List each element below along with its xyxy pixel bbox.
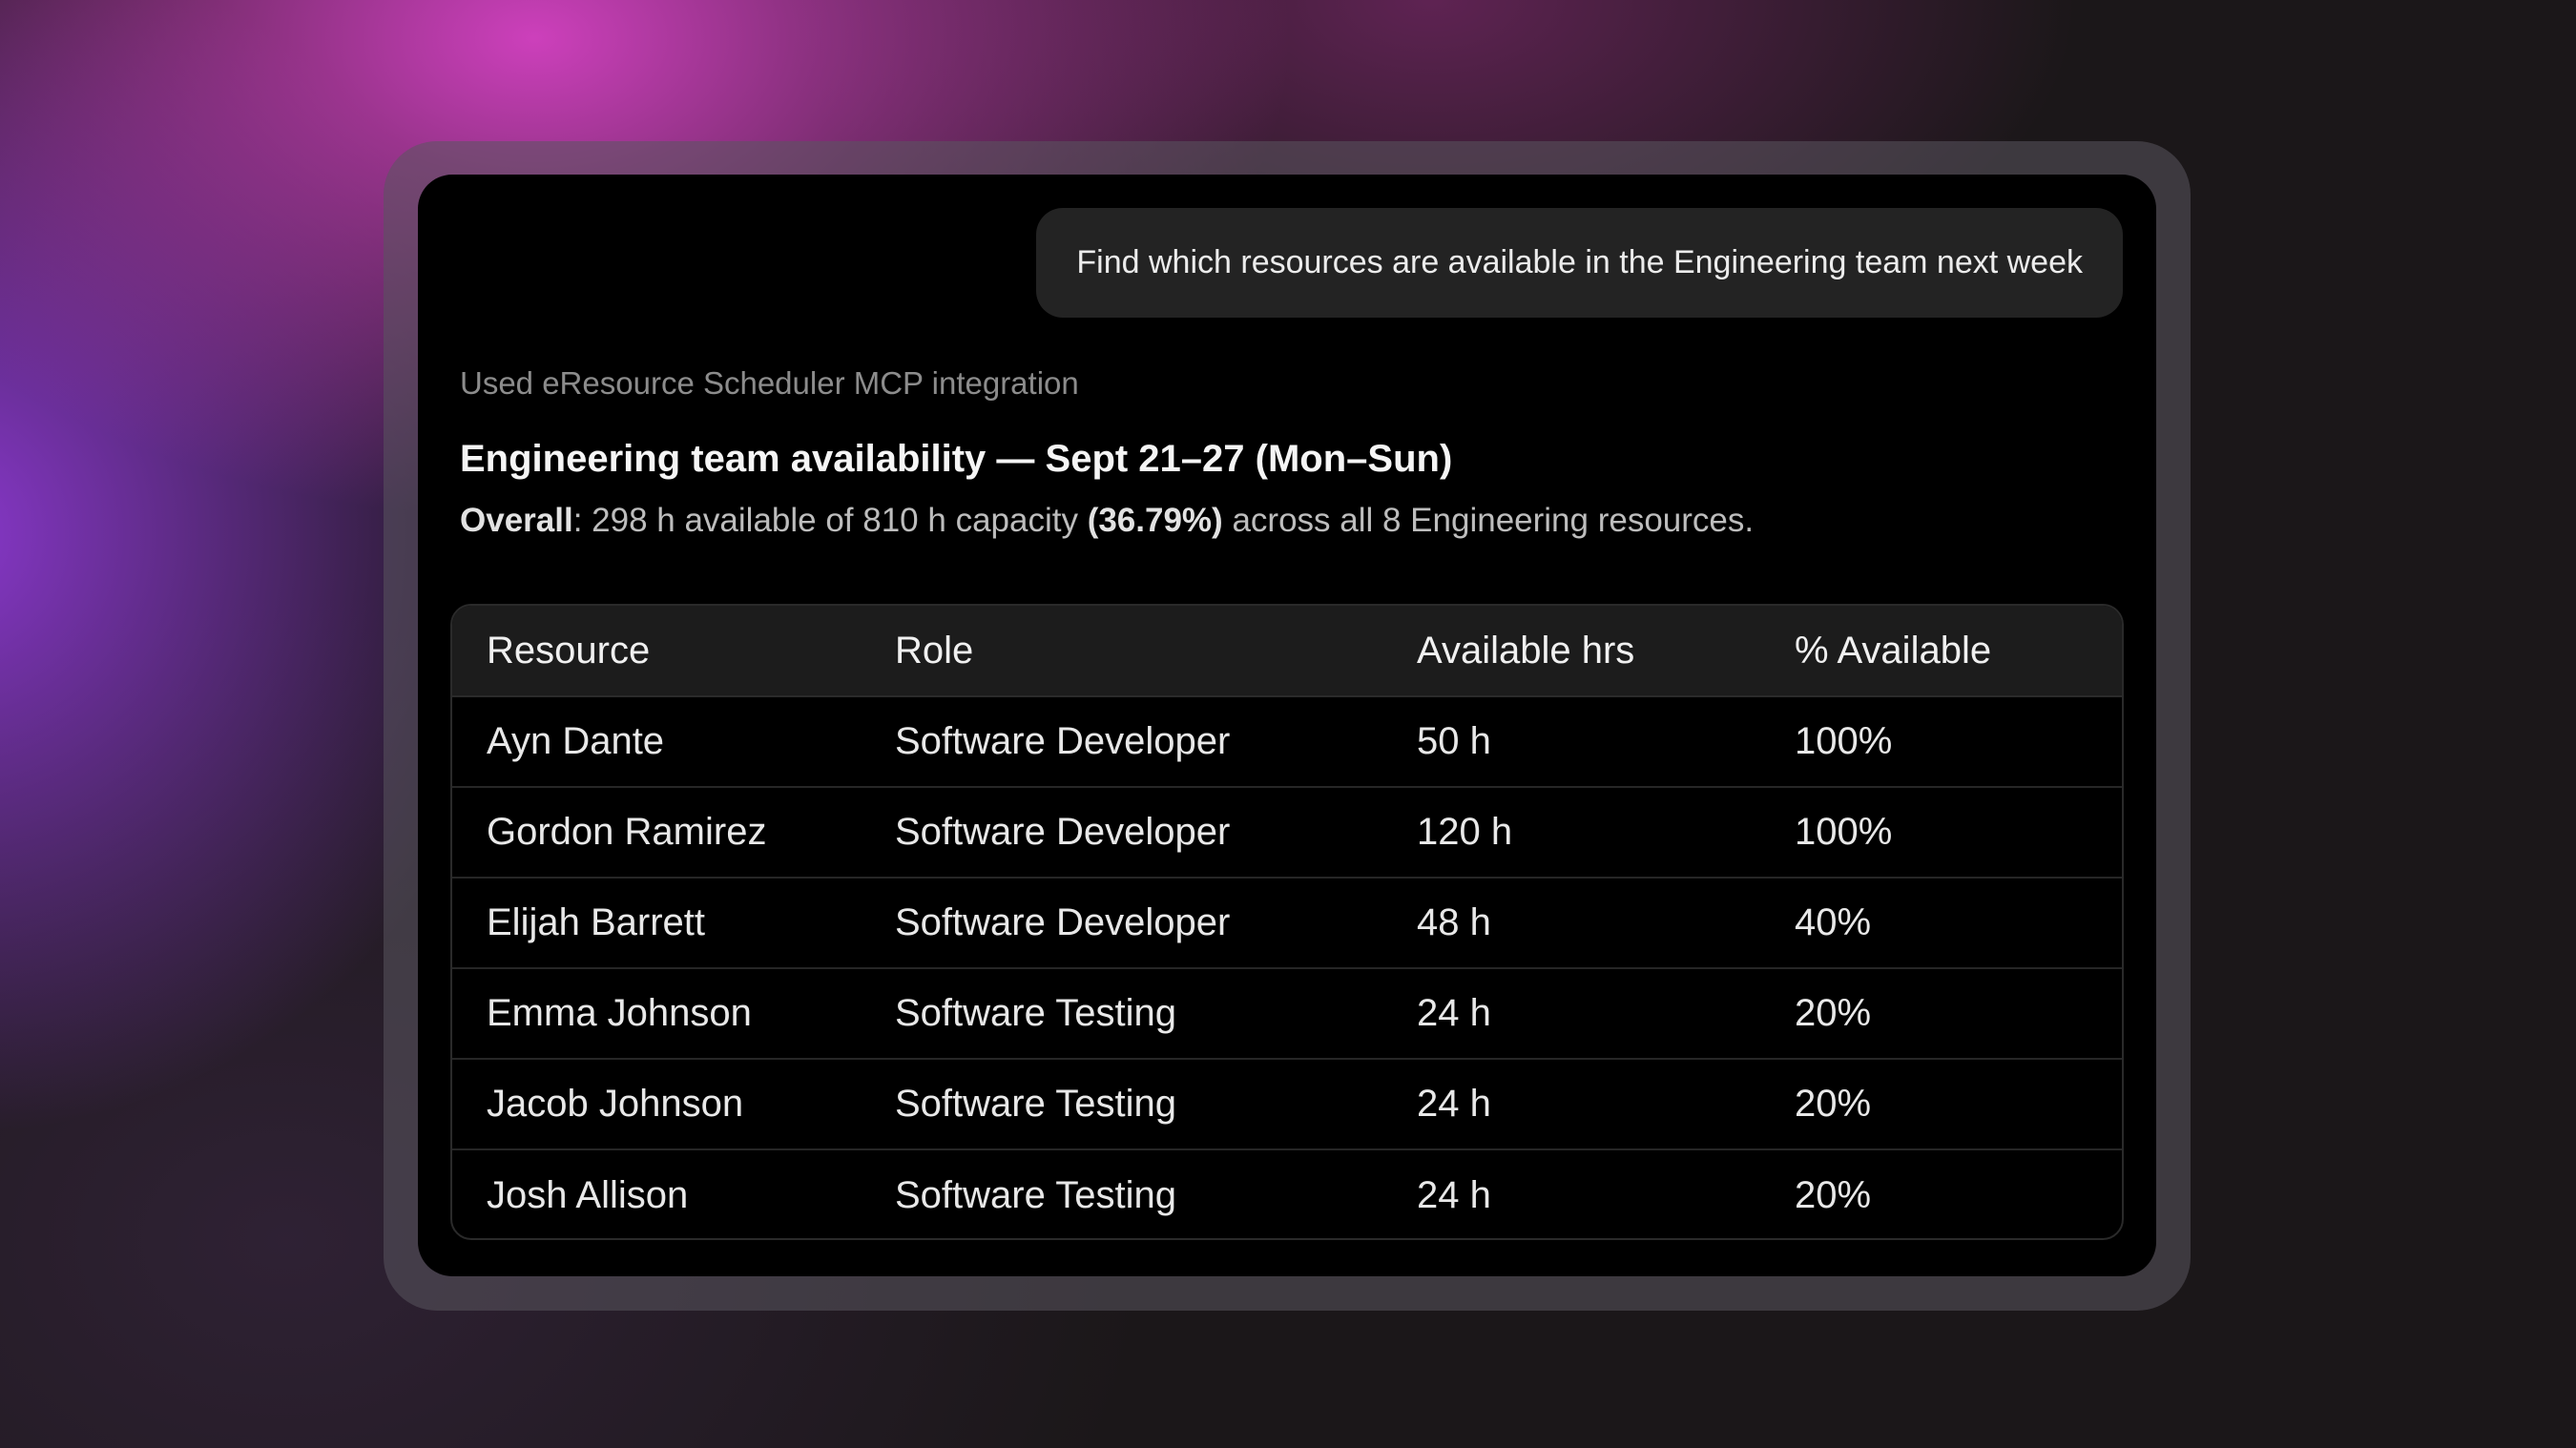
column-header-percent-available: % Available [1760, 606, 2122, 697]
table-row: Emma Johnson Software Testing 24 h 20% [452, 968, 2122, 1060]
table-row: Josh Allison Software Testing 24 h 20% [452, 1149, 2122, 1238]
cell-role: Software Testing [861, 1059, 1382, 1150]
cell-percent-available: 20% [1760, 968, 2122, 1060]
table-row: Ayn Dante Software Developer 50 h 100% [452, 696, 2122, 788]
response-summary: Overall: 298 h available of 810 h capaci… [460, 502, 1754, 540]
cell-available-hrs: 24 h [1417, 1173, 1491, 1216]
table-row: Jacob Johnson Software Testing 24 h 20% [452, 1059, 2122, 1150]
cell-role: Software Developer [861, 787, 1382, 879]
cell-available-hrs: 50 h [1382, 696, 1760, 788]
column-header-available-hrs: Available hrs [1382, 606, 1760, 697]
column-header-role: Role [861, 606, 1382, 697]
cell-percent-available: 100% [1760, 696, 2122, 788]
cell-available-hrs: 120 h [1382, 787, 1760, 879]
cell-percent-available: 40% [1760, 878, 2122, 969]
user-message-text: Find which resources are available in th… [1076, 244, 2083, 280]
availability-table-container: Resource Role Available hrs % Available … [450, 604, 2124, 1240]
table-row: Elijah Barrett Software Developer 48 h 4… [452, 878, 2122, 969]
cell-role: Software Testing [861, 968, 1382, 1060]
cell-percent-available: 20% [1760, 1059, 2122, 1150]
response-heading: Engineering team availability — Sept 21–… [460, 438, 1453, 480]
cell-available-hrs: 48 h [1382, 878, 1760, 969]
cell-available-hrs: 24 h [1382, 1059, 1760, 1150]
summary-text-1: : 298 h available of 810 h capacity [572, 502, 1088, 539]
summary-text-2: across all 8 Engineering resources. [1222, 502, 1755, 539]
cell-available-hrs: 24 h [1382, 968, 1760, 1060]
column-header-resource: Resource [452, 606, 861, 697]
cell-percent-available: 20% [1795, 1173, 1872, 1216]
user-message-bubble: Find which resources are available in th… [1036, 208, 2123, 318]
cell-role: Software Developer [861, 696, 1382, 788]
summary-label: Overall [460, 502, 573, 539]
availability-table: Resource Role Available hrs % Available … [452, 606, 2122, 1238]
cell-percent-available: 100% [1760, 787, 2122, 879]
cell-role: Software Testing [895, 1173, 1176, 1216]
cell-role: Software Developer [861, 878, 1382, 969]
tool-usage-note[interactable]: Used eResource Scheduler MCP integration [460, 365, 1079, 401]
table-header-row: Resource Role Available hrs % Available [452, 606, 2122, 697]
cell-resource: Jacob Johnson [452, 1059, 861, 1150]
cell-resource: Josh Allison [487, 1173, 689, 1216]
cell-resource: Elijah Barrett [452, 878, 861, 969]
chat-panel: Find which resources are available in th… [418, 175, 2156, 1276]
cell-resource: Emma Johnson [452, 968, 861, 1060]
cell-resource: Ayn Dante [452, 696, 861, 788]
cell-resource: Gordon Ramirez [452, 787, 861, 879]
summary-percent: (36.79%) [1087, 502, 1223, 539]
table-row: Gordon Ramirez Software Developer 120 h … [452, 787, 2122, 879]
